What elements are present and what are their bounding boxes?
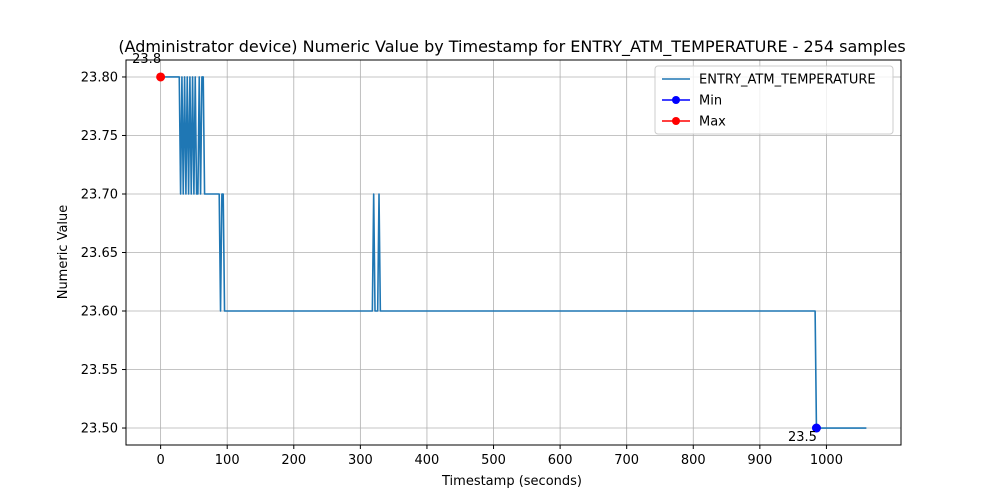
- y-tick-label: 23.65: [81, 246, 118, 261]
- annotations: 23.8 23.5: [132, 52, 817, 445]
- series-layer: [156, 72, 867, 433]
- x-tick-label: 800: [681, 453, 706, 468]
- y-axis-label: Numeric Value: [56, 205, 71, 300]
- x-tick-label: 900: [747, 453, 772, 468]
- point-max: [156, 72, 166, 82]
- value-annotation: 23.5: [788, 430, 817, 445]
- legend: ENTRY_ATM_TEMPERATURE Min Max: [654, 65, 894, 135]
- legend-label-max: Max: [699, 115, 726, 130]
- y-tick-label: 23.60: [81, 305, 118, 320]
- chart-title: (Administrator device) Numeric Value by …: [118, 37, 905, 57]
- x-axis-label: Timestamp (seconds): [441, 474, 582, 489]
- legend-marker-max: [672, 117, 680, 125]
- legend-label-entry-atm-temperature: ENTRY_ATM_TEMPERATURE: [699, 73, 876, 88]
- x-tick-label: 500: [481, 453, 506, 468]
- x-tick-label: 400: [415, 453, 440, 468]
- y-tick-label: 23.55: [81, 363, 118, 378]
- x-tick-label: 300: [348, 453, 373, 468]
- legend-marker-min: [672, 96, 680, 104]
- y-tick-label: 23.50: [81, 422, 118, 437]
- series-line-entry-atm-temperature: [160, 76, 867, 429]
- y-axis: 23.50 23.55 23.60 23.65 23.70 23.75 23.80: [81, 70, 126, 437]
- legend-label-min: Min: [699, 94, 722, 109]
- y-tick-label: 23.80: [81, 70, 118, 85]
- x-tick-label: 700: [614, 453, 639, 468]
- x-tick-label: 1000: [810, 453, 843, 468]
- legend-box: [654, 65, 894, 135]
- point-min: [811, 423, 821, 433]
- x-axis: 0 100 200 300 400 500 600 700 800 900 1000: [156, 445, 843, 468]
- x-tick-label: 0: [156, 453, 164, 468]
- x-tick-label: 100: [215, 453, 240, 468]
- y-tick-label: 23.75: [81, 129, 118, 144]
- x-tick-label: 600: [548, 453, 573, 468]
- x-tick-label: 200: [281, 453, 306, 468]
- y-tick-label: 23.70: [81, 187, 118, 202]
- value-annotation: 23.8: [132, 52, 161, 67]
